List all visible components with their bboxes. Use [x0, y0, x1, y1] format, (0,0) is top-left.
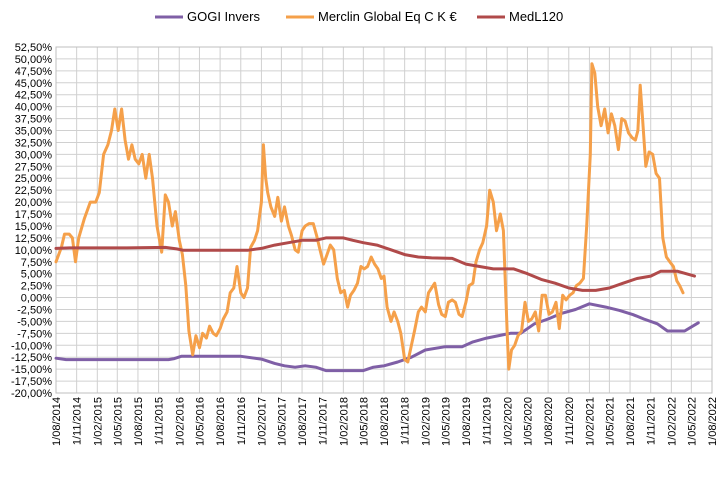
- y-tick-label: 52,50%: [15, 42, 53, 54]
- y-tick-label: 42,50%: [15, 90, 53, 102]
- x-tick-label: 1/05/2016: [194, 397, 206, 446]
- x-tick-label: 1/08/2020: [543, 397, 555, 446]
- x-tick-label: 1/05/2018: [358, 397, 370, 446]
- x-tick-label: 1/11/2014: [72, 397, 84, 445]
- y-tick-label: 37,50%: [15, 114, 53, 126]
- x-tick-label: 1/05/2022: [686, 397, 698, 446]
- y-tick-label: 47,50%: [15, 66, 53, 78]
- x-tick-label: 1/11/2018: [400, 397, 412, 445]
- y-tick-label: 35,00%: [15, 126, 53, 138]
- y-tick-label: -20,00%: [11, 388, 52, 400]
- legend-label: MedL120: [509, 9, 563, 24]
- y-tick-label: 15,00%: [15, 221, 53, 233]
- y-tick-label: 30,00%: [15, 149, 53, 161]
- y-tick-label: 17,50%: [15, 209, 53, 221]
- x-tick-label: 1/11/2021: [646, 397, 658, 445]
- y-tick-label: 0,00%: [21, 293, 52, 305]
- y-tick-label: -5,00%: [17, 316, 52, 328]
- y-tick-label: -12,50%: [11, 352, 52, 364]
- x-tick-label: 1/08/2022: [707, 397, 719, 446]
- y-tick-label: 7,50%: [21, 257, 52, 269]
- y-tick-label: 25,00%: [15, 173, 53, 185]
- y-tick-label: 32,50%: [15, 137, 53, 149]
- x-tick-label: 1/08/2015: [133, 397, 145, 446]
- x-tick-label: 1/08/2017: [297, 397, 309, 446]
- x-tick-label: 1/02/2021: [584, 397, 596, 446]
- x-tick-label: 1/05/2021: [604, 397, 616, 446]
- x-tick-label: 1/02/2019: [420, 397, 432, 446]
- x-tick-label: 1/11/2016: [236, 397, 248, 445]
- x-tick-label: 1/11/2015: [154, 397, 166, 445]
- plot-area: [55, 46, 713, 394]
- x-tick-label: 1/08/2014: [51, 397, 63, 446]
- x-tick-label: 1/08/2018: [379, 397, 391, 446]
- y-tick-label: -10,00%: [11, 340, 52, 352]
- x-tick-label: 1/08/2021: [625, 397, 637, 446]
- x-tick-label: 1/08/2016: [215, 397, 227, 446]
- y-tick-label: 2,50%: [21, 281, 52, 293]
- series-line-1: [54, 302, 700, 373]
- y-tick-label: 10,00%: [15, 245, 53, 257]
- y-tick-label: 12,50%: [15, 233, 53, 245]
- y-tick-label: 22,50%: [15, 185, 53, 197]
- x-tick-label: 1/02/2015: [92, 397, 104, 446]
- x-tick-label: 1/05/2015: [112, 397, 124, 446]
- x-axis-ticks: 1/08/2014 1/11/2014 1/02/2015 1/05/2015 1/08…: [51, 397, 719, 446]
- legend: GOGI Invers Merclin Global Eq C K € MedL12…: [155, 9, 563, 24]
- x-tick-label: 1/11/2017: [318, 397, 330, 445]
- x-tick-label: 1/02/2020: [502, 397, 514, 446]
- y-tick-label: -17,50%: [11, 376, 52, 388]
- series-line-2: [54, 62, 685, 371]
- y-tick-label: 20,00%: [15, 197, 53, 209]
- x-tick-label: 1/02/2017: [256, 397, 268, 446]
- y-tick-label: 45,00%: [15, 78, 53, 90]
- y-tick-label: 27,50%: [15, 161, 53, 173]
- y-axis-ticks: -20,00%-17,50%-15,00%-12,50%-10,00%-7,50…: [11, 42, 52, 400]
- axes: [55, 46, 713, 394]
- gridlines: [55, 46, 713, 394]
- x-tick-label: 1/08/2019: [461, 397, 473, 446]
- x-tick-label: 1/11/2020: [564, 397, 576, 445]
- x-tick-label: 1/05/2020: [522, 397, 534, 446]
- y-tick-label: -15,00%: [11, 364, 52, 376]
- y-tick-label: -2,50%: [17, 304, 52, 316]
- y-tick-label: 40,00%: [15, 102, 53, 114]
- series-line-3: [54, 236, 696, 292]
- x-tick-label: 1/02/2022: [666, 397, 678, 446]
- legend-label: Merclin Global Eq C K €: [318, 9, 457, 24]
- x-tick-label: 1/02/2018: [338, 397, 350, 446]
- x-tick-label: 1/11/2019: [482, 397, 494, 445]
- x-tick-label: 1/05/2017: [276, 397, 288, 446]
- legend-label: GOGI Invers: [187, 9, 260, 24]
- series-lines: [54, 62, 700, 373]
- y-tick-label: -7,50%: [17, 328, 52, 340]
- y-tick-label: 5,00%: [21, 269, 52, 281]
- y-tick-label: 50,00%: [15, 54, 53, 66]
- x-tick-label: 1/05/2019: [440, 397, 452, 446]
- x-tick-label: 1/02/2016: [174, 397, 186, 446]
